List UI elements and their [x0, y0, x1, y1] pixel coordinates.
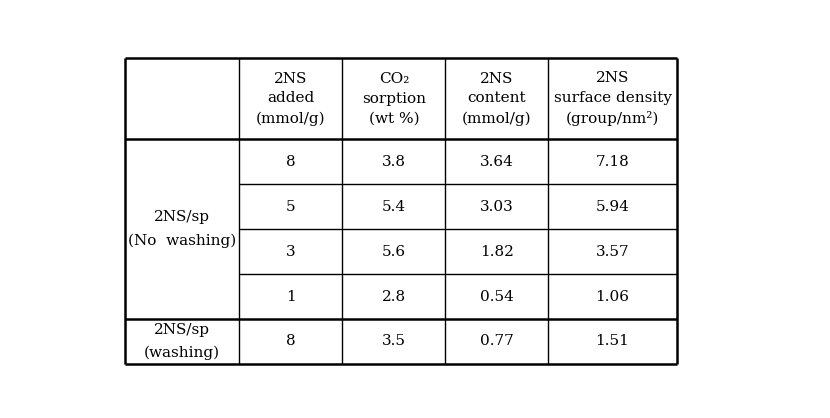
- Text: 8: 8: [286, 334, 295, 349]
- Text: 3.03: 3.03: [480, 200, 514, 214]
- Text: 7.18: 7.18: [596, 155, 629, 169]
- Text: 3: 3: [286, 245, 295, 259]
- Text: 2NS/sp
(No  washing): 2NS/sp (No washing): [128, 210, 237, 248]
- Text: 3.5: 3.5: [382, 334, 406, 349]
- Text: 1.51: 1.51: [596, 334, 629, 349]
- Text: 0.77: 0.77: [480, 334, 514, 349]
- Text: 3.57: 3.57: [596, 245, 629, 259]
- Text: 5.4: 5.4: [382, 200, 406, 214]
- Text: 2NS
added
(mmol/g): 2NS added (mmol/g): [256, 72, 325, 125]
- Text: 5: 5: [286, 200, 295, 214]
- Text: 5.6: 5.6: [382, 245, 406, 259]
- Text: 1.82: 1.82: [480, 245, 514, 259]
- Text: 1: 1: [286, 290, 295, 303]
- Text: 5.94: 5.94: [596, 200, 629, 214]
- Text: 8: 8: [286, 155, 295, 169]
- Text: 3.64: 3.64: [480, 155, 514, 169]
- Text: 1.06: 1.06: [596, 290, 630, 303]
- Text: 2NS
surface density
(group/nm²): 2NS surface density (group/nm²): [554, 71, 671, 126]
- Text: 3.8: 3.8: [382, 155, 406, 169]
- Text: 0.54: 0.54: [480, 290, 514, 303]
- Text: CO₂
sorption
(wt %): CO₂ sorption (wt %): [362, 72, 426, 125]
- Text: 2.8: 2.8: [382, 290, 406, 303]
- Text: 2NS/sp
(washing): 2NS/sp (washing): [144, 323, 220, 360]
- Text: 2NS
content
(mmol/g): 2NS content (mmol/g): [462, 72, 531, 125]
